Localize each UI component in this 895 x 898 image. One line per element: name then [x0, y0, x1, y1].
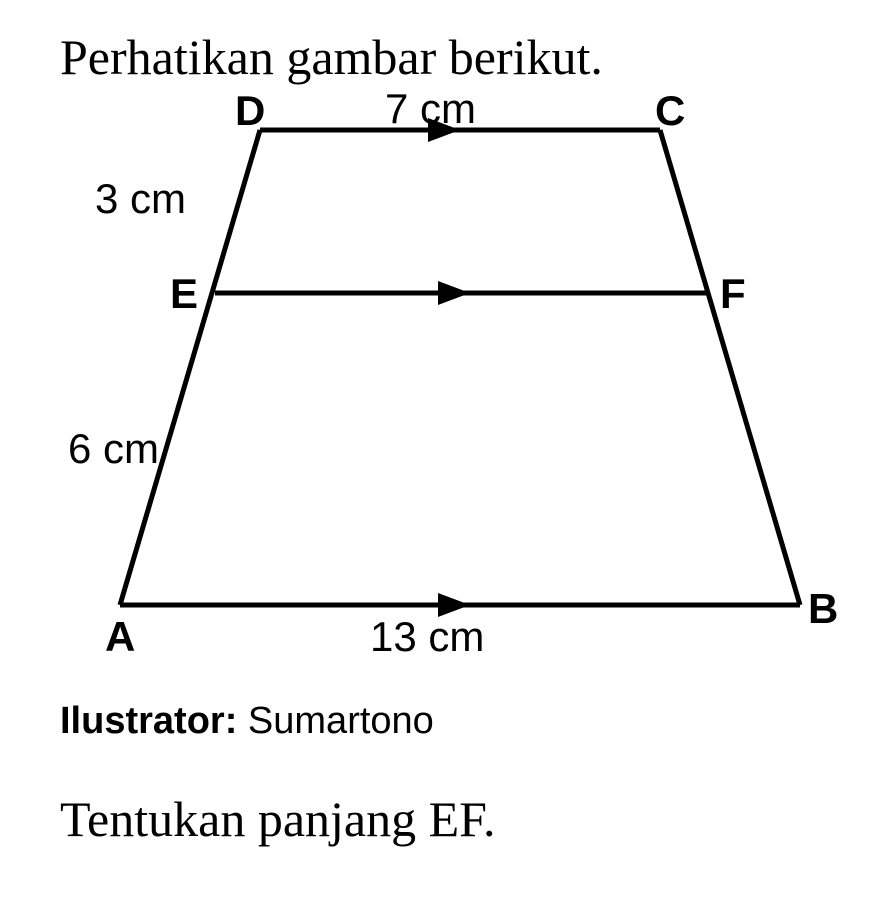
vertex-a-label: A: [105, 613, 135, 661]
measure-ab: 13 cm: [370, 613, 484, 661]
credit-label: Ilustrator:: [60, 700, 237, 742]
line-bc: [660, 130, 800, 605]
measure-dc: 7 cm: [385, 85, 476, 133]
measure-de: 3 cm: [95, 175, 186, 223]
vertex-d-label: D: [235, 87, 265, 135]
vertex-c-label: C: [655, 87, 685, 135]
measure-ea: 6 cm: [68, 425, 159, 473]
vertex-e-label: E: [170, 270, 198, 318]
credit-name: Sumartono: [248, 700, 434, 742]
credit-line: Ilustrator: Sumartono: [60, 700, 434, 743]
trapezoid-diagram: D C E F A B 7 cm 3 cm 6 cm 13 cm: [60, 95, 835, 655]
question-text: Tentukan panjang EF.: [60, 790, 495, 848]
arrow-ef: [438, 281, 470, 305]
page-container: Perhatikan gambar berikut. D C E F A B 7…: [0, 0, 895, 898]
vertex-f-label: F: [720, 270, 746, 318]
title-text: Perhatikan gambar berikut.: [60, 28, 603, 86]
vertex-b-label: B: [808, 585, 838, 633]
